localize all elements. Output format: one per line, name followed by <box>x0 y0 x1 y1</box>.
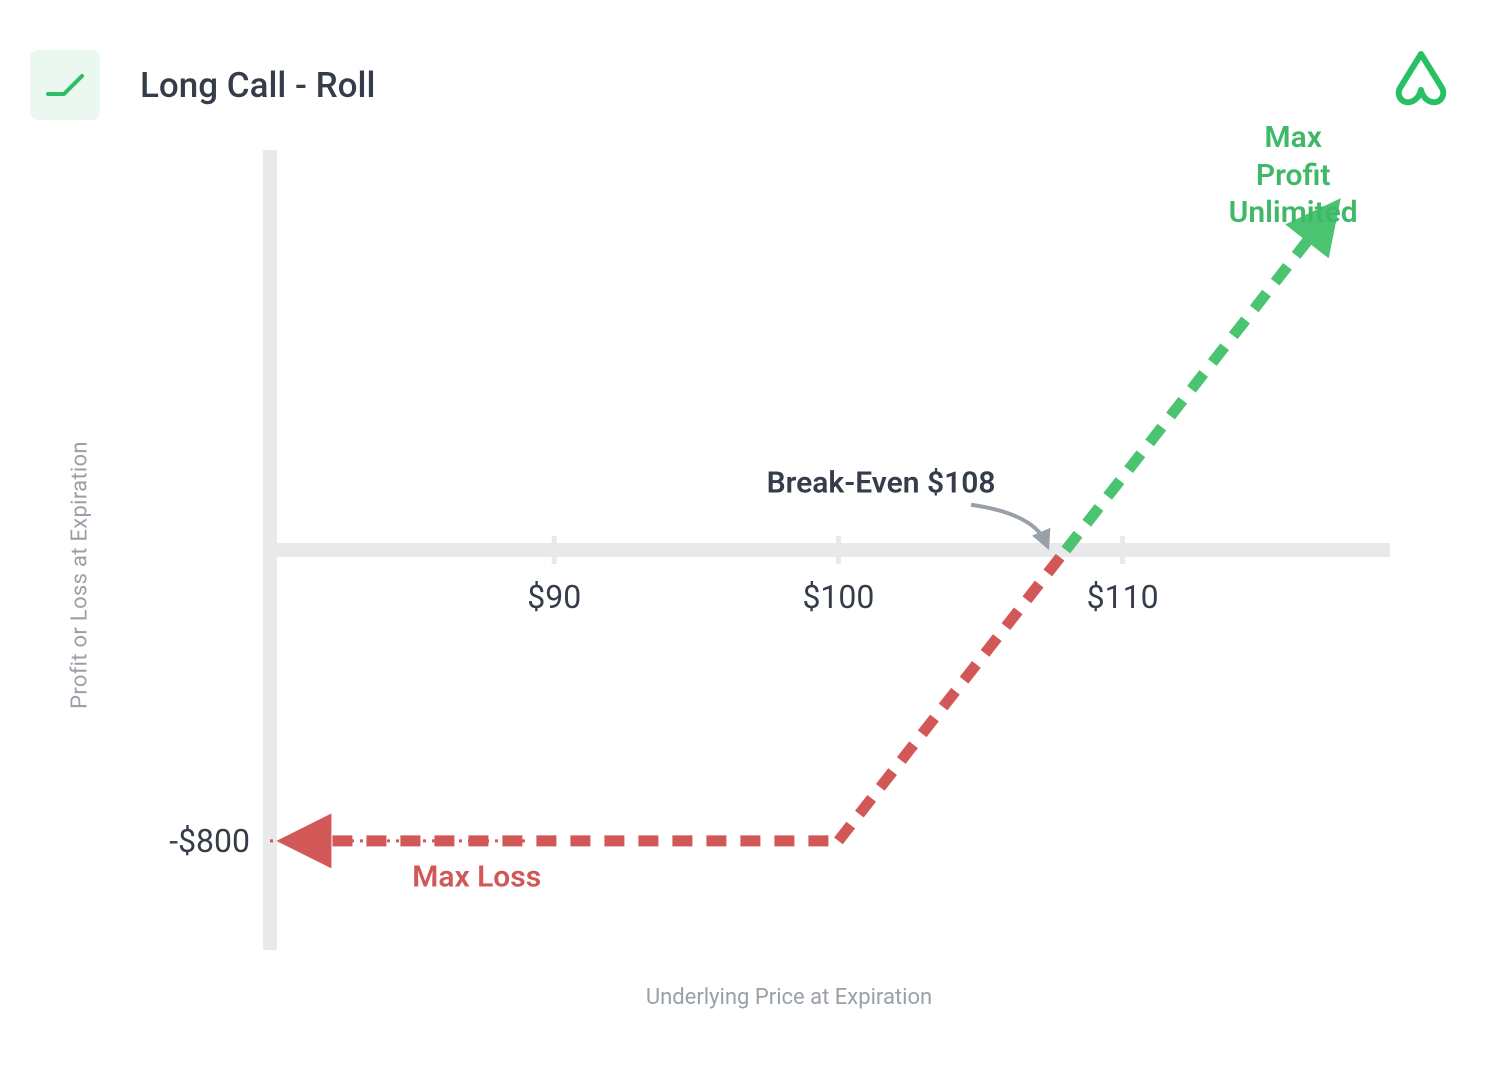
x-tick-label: $90 <box>527 578 581 616</box>
strategy-icon-tile <box>30 50 100 120</box>
y-axis-label: Profit or Loss at Expiration <box>68 441 93 709</box>
payoff-chart: Profit or Loss at Expiration Underlying … <box>100 150 1400 1000</box>
header: Long Call - Roll <box>0 0 1500 120</box>
break-even-label: Break-Even $108 <box>767 464 996 502</box>
brand-logo-icon <box>1390 48 1452 114</box>
y-tick-label: -$800 <box>169 822 250 860</box>
page-title: Long Call - Roll <box>140 65 375 106</box>
segment-profit-rise <box>1066 215 1327 550</box>
chart-svg <box>100 150 1400 1000</box>
long-call-icon <box>44 64 86 106</box>
x-tick-label: $100 <box>802 578 874 616</box>
x-tick-label: $110 <box>1087 578 1159 616</box>
max-profit-label: Max ProfitUnlimited <box>1229 119 1358 232</box>
max-loss-label: Max Loss <box>412 859 541 897</box>
